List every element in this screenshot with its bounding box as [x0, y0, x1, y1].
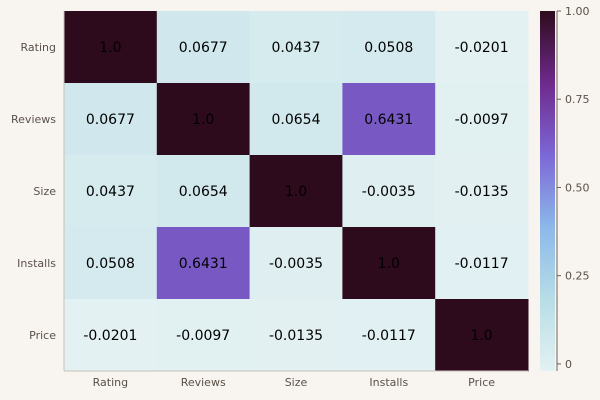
y-tick-label: Rating — [21, 41, 56, 54]
heatmap-cell — [342, 227, 436, 300]
heatmap-cell-label: 0.0677 — [179, 40, 228, 56]
heatmap-cell-label: 1.0 — [378, 256, 400, 272]
heatmap-cell — [435, 83, 529, 156]
heatmap-cell — [156, 299, 251, 372]
heatmap-cell — [249, 11, 343, 84]
heatmap-cell — [435, 11, 529, 84]
heatmap-cell-label: 0.6431 — [364, 112, 413, 128]
heatmap-cell-label: -0.0035 — [362, 184, 416, 200]
heatmap-cell-label: -0.0097 — [455, 112, 509, 128]
heatmap-cell — [249, 299, 343, 372]
heatmap-cell-label: 1.0 — [285, 184, 307, 200]
heatmap-cell-label: -0.0201 — [83, 328, 137, 344]
heatmap-cell — [249, 155, 343, 228]
heatmap-cell — [342, 83, 436, 156]
heatmap-cell — [249, 83, 343, 156]
heatmap-cell — [435, 155, 529, 228]
heatmap-cell-label: 0.0508 — [86, 256, 135, 272]
heatmap-cell-label: 0.6431 — [179, 256, 228, 272]
heatmap-cell — [156, 83, 251, 156]
x-tick-label: Size — [285, 376, 308, 389]
x-axis-tick-labels: Rating Reviews Size Installs Price — [93, 376, 496, 389]
heatmap-cell-labels: 1.0 0.0677 0.0437 0.0508 -0.0201 0.0677 1.0 0.0… — [83, 40, 508, 344]
heatmap-cell-label: -0.0135 — [455, 184, 509, 200]
heatmap-cell — [342, 11, 436, 84]
heatmap-cell — [64, 227, 158, 300]
heatmap-cell-label: -0.0201 — [455, 40, 509, 56]
heatmap-cell-label: -0.0117 — [362, 328, 416, 344]
heatmap-cell — [435, 227, 529, 300]
heatmap-cell — [64, 299, 158, 372]
colorbar-tick-label: 0.50 — [565, 181, 590, 194]
colorbar-tick-label: 1.00 — [565, 5, 590, 18]
heatmap-cell-label: 0.0677 — [86, 112, 135, 128]
heatmap-cell — [64, 11, 158, 84]
heatmap-cell — [156, 227, 251, 300]
y-tick-label: Price — [29, 329, 56, 342]
heatmap-cell-label: 0.0437 — [272, 40, 321, 56]
heatmap-cell — [64, 155, 158, 228]
x-tick-label: Installs — [369, 376, 408, 389]
heatmap-cell — [435, 299, 529, 372]
heatmap-cell-label: -0.0135 — [269, 328, 323, 344]
heatmap-cell — [342, 299, 436, 372]
colorbar-tick-label: 0 — [565, 358, 572, 371]
heatmap-cell-label: 0.0508 — [364, 40, 413, 56]
colorbar-tick-label: 0.25 — [565, 270, 590, 283]
heatmap-cell-label: -0.0097 — [176, 328, 230, 344]
heatmap-cell — [64, 83, 158, 156]
colorbar-ticks: 0 0.25 0.50 0.75 1.00 — [557, 5, 590, 371]
colorbar — [540, 11, 555, 371]
colorbar-tick-label: 0.75 — [565, 93, 590, 106]
heatmap-cells — [64, 11, 529, 372]
heatmap-cell-label: -0.0117 — [455, 256, 509, 272]
heatmap-cell-label: 1.0 — [99, 40, 121, 56]
y-tick-label: Reviews — [11, 113, 56, 126]
heatmap-cell-label: 1.0 — [192, 112, 214, 128]
heatmap-cell-label: 0.0437 — [86, 184, 135, 200]
heatmap-cell — [156, 11, 251, 84]
y-tick-label: Installs — [17, 257, 56, 270]
heatmap-cell-label: 0.0654 — [179, 184, 228, 200]
heatmap-cell — [156, 155, 251, 228]
x-tick-label: Reviews — [181, 376, 226, 389]
y-tick-label: Size — [33, 185, 56, 198]
heatmap-cell — [342, 155, 436, 228]
x-tick-label: Rating — [93, 376, 128, 389]
y-axis-tick-labels: Rating Reviews Size Installs Price — [11, 41, 56, 342]
heatmap-cell-label: 0.0654 — [272, 112, 321, 128]
x-tick-label: Price — [468, 376, 495, 389]
heatmap-cell-label: -0.0035 — [269, 256, 323, 272]
heatmap-cell — [249, 227, 343, 300]
heatmap-cell-label: 1.0 — [470, 328, 492, 344]
